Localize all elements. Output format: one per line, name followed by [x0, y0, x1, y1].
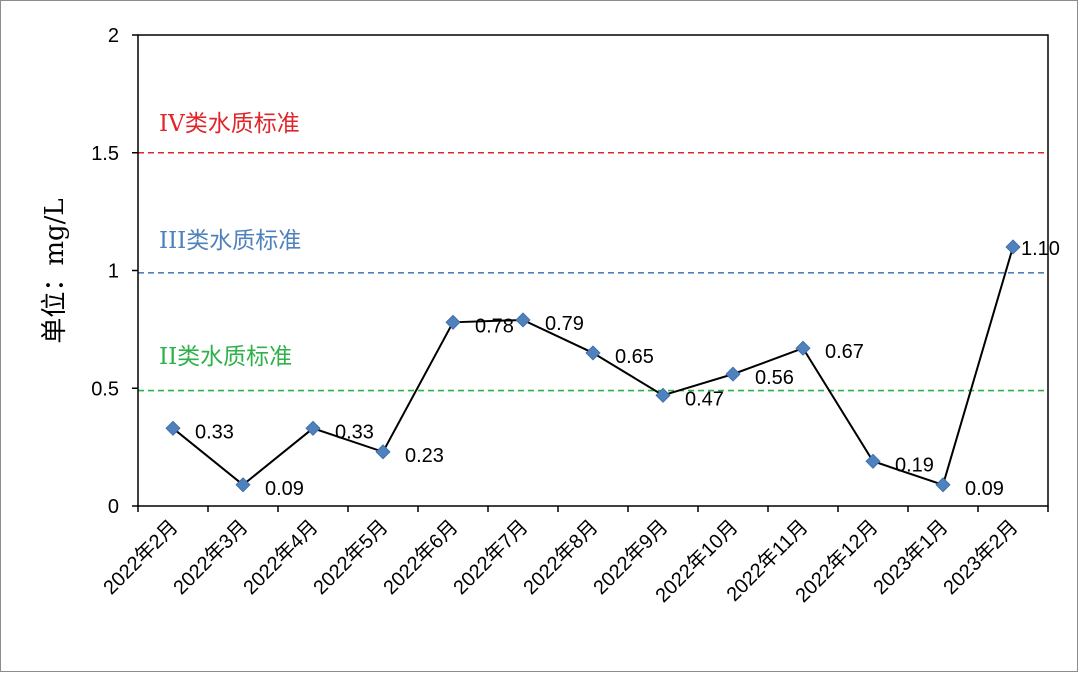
data-point-4 [445, 314, 461, 330]
data-label-12: 1.10 [1021, 238, 1060, 260]
data-label-0: 0.33 [195, 421, 234, 443]
data-point-6 [585, 345, 601, 361]
data-label-3: 0.23 [405, 445, 444, 467]
x-tick-label-6: 2022年8月 [519, 515, 603, 599]
data-point-9 [795, 340, 811, 356]
data-point-2 [305, 420, 321, 436]
data-labels: 0.33 0.09 0.33 0.23 0.78 0.79 0.65 0.47 0.56 0.67… [195, 238, 1060, 500]
y-tick-label-3: 1.5 [91, 143, 119, 165]
x-tick-label-5: 2022年7月 [449, 515, 533, 599]
data-label-9: 0.67 [825, 341, 864, 363]
data-point-1 [235, 477, 251, 493]
data-label-6: 0.65 [615, 346, 654, 368]
x-tick-label-11: 2023年1月 [869, 515, 953, 599]
data-label-11: 0.09 [965, 478, 1004, 500]
y-axis-label: 单位：mg/L [40, 198, 70, 343]
x-tick-label-2: 2022年4月 [239, 515, 323, 599]
data-label-8: 0.56 [755, 367, 794, 389]
data-label-5: 0.79 [545, 313, 584, 335]
data-point-12 [1005, 239, 1021, 255]
data-point-8 [725, 366, 741, 382]
x-tick-label-1: 2022年3月 [169, 515, 253, 599]
data-point-0 [165, 420, 181, 436]
y-tick-label-1: 0.5 [91, 378, 119, 400]
series-line-0 [172, 246, 1014, 487]
x-tick-label-0: 2022年2月 [99, 515, 183, 599]
y-axis-ticks: 0 0.5 1 1.5 2 [91, 25, 138, 518]
reference-line-label-0: IV类水质标准 [159, 111, 300, 137]
y-tick-label-2: 1 [108, 261, 119, 283]
data-point-5 [515, 312, 531, 328]
y-tick-label-4: 2 [108, 25, 119, 47]
data-label-2: 0.33 [335, 421, 374, 443]
data-point-11 [935, 477, 951, 493]
y-tick-label-0: 0 [108, 496, 119, 518]
x-tick-label-12: 2023年2月 [939, 515, 1023, 599]
x-axis-ticks: 2022年2月2022年3月2022年4月2022年5月2022年6月2022年… [99, 506, 1049, 607]
data-label-10: 0.19 [895, 454, 934, 476]
data-point-10 [865, 453, 881, 469]
data-point-3 [375, 444, 391, 460]
reference-lines: IV类水质标准 III类水质标准 II类水质标准 [138, 111, 1048, 392]
series [165, 239, 1021, 493]
x-tick-label-3: 2022年5月 [309, 515, 393, 599]
data-point-7 [655, 387, 671, 403]
data-label-1: 0.09 [265, 478, 304, 500]
reference-line-label-2: II类水质标准 [159, 344, 292, 370]
reference-line-label-1: III类水质标准 [159, 228, 301, 254]
x-tick-label-4: 2022年6月 [379, 515, 463, 599]
data-label-7: 0.47 [685, 388, 724, 410]
data-label-4: 0.78 [475, 315, 514, 337]
plot-area [137, 34, 1049, 507]
